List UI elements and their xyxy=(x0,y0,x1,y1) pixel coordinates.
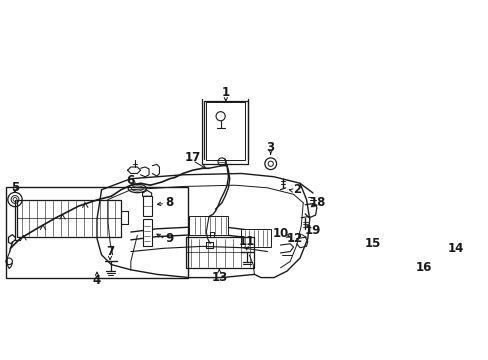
Bar xyxy=(142,219,151,246)
Text: 7: 7 xyxy=(106,245,114,258)
Text: 2: 2 xyxy=(292,183,300,196)
Text: 12: 12 xyxy=(286,232,302,245)
Bar xyxy=(189,216,228,235)
Text: 9: 9 xyxy=(165,232,174,245)
Bar xyxy=(6,186,188,278)
Text: 8: 8 xyxy=(165,196,174,209)
Text: 18: 18 xyxy=(309,196,325,209)
Text: 5: 5 xyxy=(11,181,19,194)
Text: 1: 1 xyxy=(222,86,229,99)
Text: 16: 16 xyxy=(415,261,431,274)
Text: 14: 14 xyxy=(447,242,464,255)
Text: 6: 6 xyxy=(126,174,135,186)
Text: 17: 17 xyxy=(184,151,201,164)
Bar xyxy=(142,196,151,216)
Text: 10: 10 xyxy=(272,227,288,240)
Text: 4: 4 xyxy=(93,274,101,287)
Text: 3: 3 xyxy=(266,141,274,154)
Text: 19: 19 xyxy=(304,224,321,237)
Text: 11: 11 xyxy=(238,235,254,248)
Text: 15: 15 xyxy=(364,237,380,250)
Text: 13: 13 xyxy=(211,271,227,284)
Bar xyxy=(337,193,467,271)
Bar xyxy=(241,229,270,247)
